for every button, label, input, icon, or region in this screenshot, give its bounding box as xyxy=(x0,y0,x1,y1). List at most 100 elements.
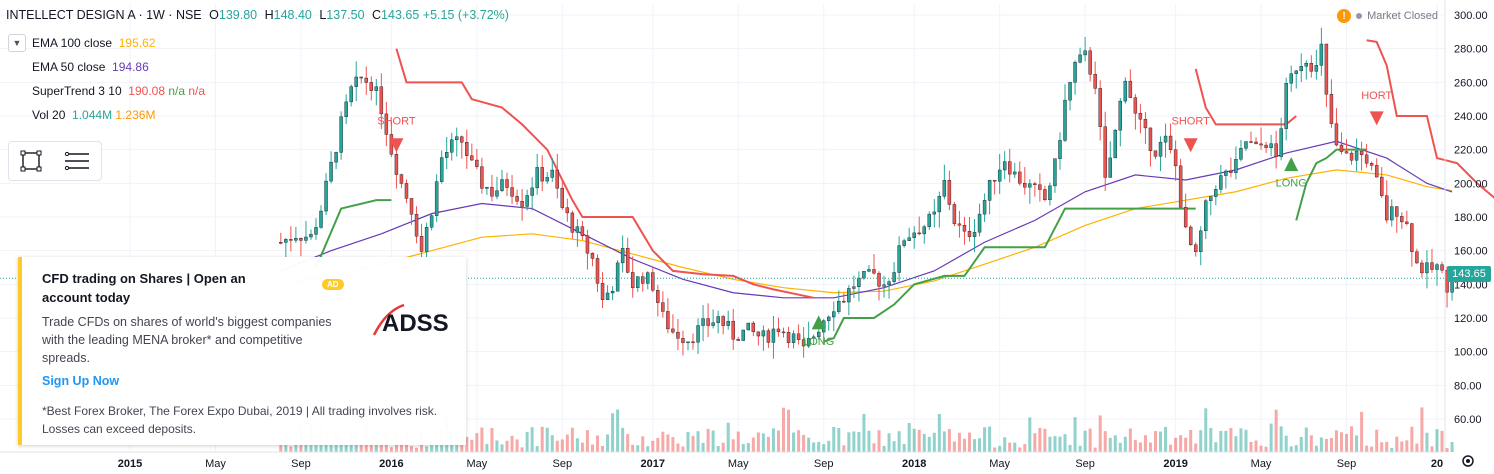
volume-bar xyxy=(616,409,620,452)
market-status: ! Market Closed xyxy=(1337,9,1438,23)
candle-body xyxy=(882,284,886,287)
candle-body xyxy=(585,235,590,254)
candle-body xyxy=(832,311,836,318)
volume-bar xyxy=(1088,428,1092,452)
volume-bar xyxy=(726,422,730,452)
candle-body xyxy=(711,322,715,326)
candle-body xyxy=(852,286,856,289)
candle-body xyxy=(354,76,358,87)
volume-bar xyxy=(525,431,529,452)
volume-bar xyxy=(1018,447,1022,452)
volume-bar xyxy=(666,434,670,452)
candle-body xyxy=(1279,128,1283,157)
time-tick-label: 2019 xyxy=(1163,458,1187,470)
candle-body xyxy=(500,179,504,191)
volume-bar xyxy=(1063,434,1067,452)
price-tick-label: 280.00 xyxy=(1454,44,1488,56)
candle-body xyxy=(791,333,796,343)
volume-bar xyxy=(1254,440,1258,452)
volume-bar xyxy=(1234,436,1238,452)
volume-bar xyxy=(1244,429,1248,452)
candle-body xyxy=(1314,65,1319,72)
volume-bar xyxy=(344,442,348,452)
candle-body xyxy=(470,155,474,161)
time-axis[interactable]: 2015 May Sep 2016 May Sep 2017 May Sep 2018 May Sep… xyxy=(0,451,1445,470)
candle-body xyxy=(460,136,464,143)
candle-body xyxy=(309,234,313,238)
candle-body xyxy=(746,322,751,331)
volume-bar xyxy=(962,438,966,452)
volume-bar xyxy=(1078,445,1082,452)
rectangle-tool-icon[interactable] xyxy=(19,149,43,173)
volume-bar xyxy=(1194,443,1198,452)
legend-ema50[interactable]: EMA 50 close 194.86 xyxy=(32,60,149,74)
low-value: 137.50 xyxy=(326,8,365,22)
volume-bar xyxy=(656,437,660,452)
ad-banner[interactable]: CFD trading on Shares | Open an account … xyxy=(18,257,466,445)
volume-bar xyxy=(1350,426,1354,452)
legend-volume[interactable]: Vol 20 1.044M 1.236M xyxy=(32,108,156,122)
candle-body xyxy=(872,269,876,274)
candle-body xyxy=(1118,100,1123,131)
time-tick-label: May xyxy=(466,458,487,470)
volume-bar xyxy=(837,427,841,452)
volume-bar xyxy=(580,442,584,452)
volume-bar xyxy=(505,440,509,452)
time-tick-label: May xyxy=(1251,458,1272,470)
volume-bar xyxy=(912,428,916,452)
candle-body xyxy=(364,77,368,83)
volume-bar xyxy=(787,409,791,452)
ad-title[interactable]: CFD trading on Shares | Open an account … xyxy=(42,271,246,305)
candle-body xyxy=(1259,143,1263,146)
legend-ema100[interactable]: ▼ EMA 100 close 195.62 xyxy=(8,31,205,55)
volume-bar xyxy=(1204,408,1208,452)
volume-bar xyxy=(978,438,982,452)
ad-body: Trade CFDs on shares of world's biggest … xyxy=(42,315,332,365)
candle-body xyxy=(485,187,489,189)
candle-body xyxy=(1163,135,1168,143)
candle-body xyxy=(444,152,449,158)
candle-body xyxy=(570,212,575,233)
volume-bar xyxy=(1380,442,1384,452)
volume-bar xyxy=(741,443,745,452)
price-axis[interactable]: 60.00 80.00 100.00 120.00 140.00 160.00 180.00… xyxy=(1444,0,1488,452)
ad-sign-up-link[interactable]: Sign Up Now xyxy=(42,374,120,388)
volume-bar xyxy=(751,437,755,452)
candle-body xyxy=(399,174,404,184)
candle-body xyxy=(897,245,901,273)
signal-label: SHORT xyxy=(377,115,416,127)
candle-body xyxy=(661,302,665,312)
volume-bar xyxy=(1098,415,1102,452)
candle-body xyxy=(1018,171,1022,184)
candle-body xyxy=(781,331,786,334)
candle-body xyxy=(1098,88,1102,127)
candle-body xyxy=(1033,183,1037,185)
legend-supertrend[interactable]: SuperTrend 3 10 190.08 n/a n/a xyxy=(32,84,206,98)
volume-bar xyxy=(1043,428,1047,452)
high-value: 148.40 xyxy=(273,8,312,22)
warning-icon[interactable]: ! xyxy=(1337,9,1352,23)
signal-label: SHORT xyxy=(1172,115,1211,127)
volume-bar xyxy=(1450,442,1454,452)
candle-body xyxy=(1289,73,1293,84)
volume-bar xyxy=(560,439,564,452)
candle-body xyxy=(1379,176,1384,196)
volume-bar xyxy=(882,445,886,452)
volume-bar xyxy=(1118,442,1122,452)
time-tick-label: 2017 xyxy=(641,458,665,470)
volume-bar xyxy=(822,444,826,452)
candle-body xyxy=(299,238,303,241)
chevron-down-icon[interactable]: ▼ xyxy=(8,34,26,52)
settings-gear-icon[interactable] xyxy=(1462,455,1474,467)
volume-bar xyxy=(1123,436,1127,452)
volume-bar xyxy=(379,442,383,452)
list-menu-icon[interactable] xyxy=(63,149,91,173)
candle-body xyxy=(877,272,881,287)
candle-body xyxy=(761,330,766,337)
symbol-name: INTELLECT DESIGN A · 1W · NSE xyxy=(6,8,202,22)
volume-bar xyxy=(1053,436,1057,452)
volume-bar xyxy=(736,431,740,452)
candle-body xyxy=(1173,149,1178,167)
candle-body xyxy=(922,226,926,235)
